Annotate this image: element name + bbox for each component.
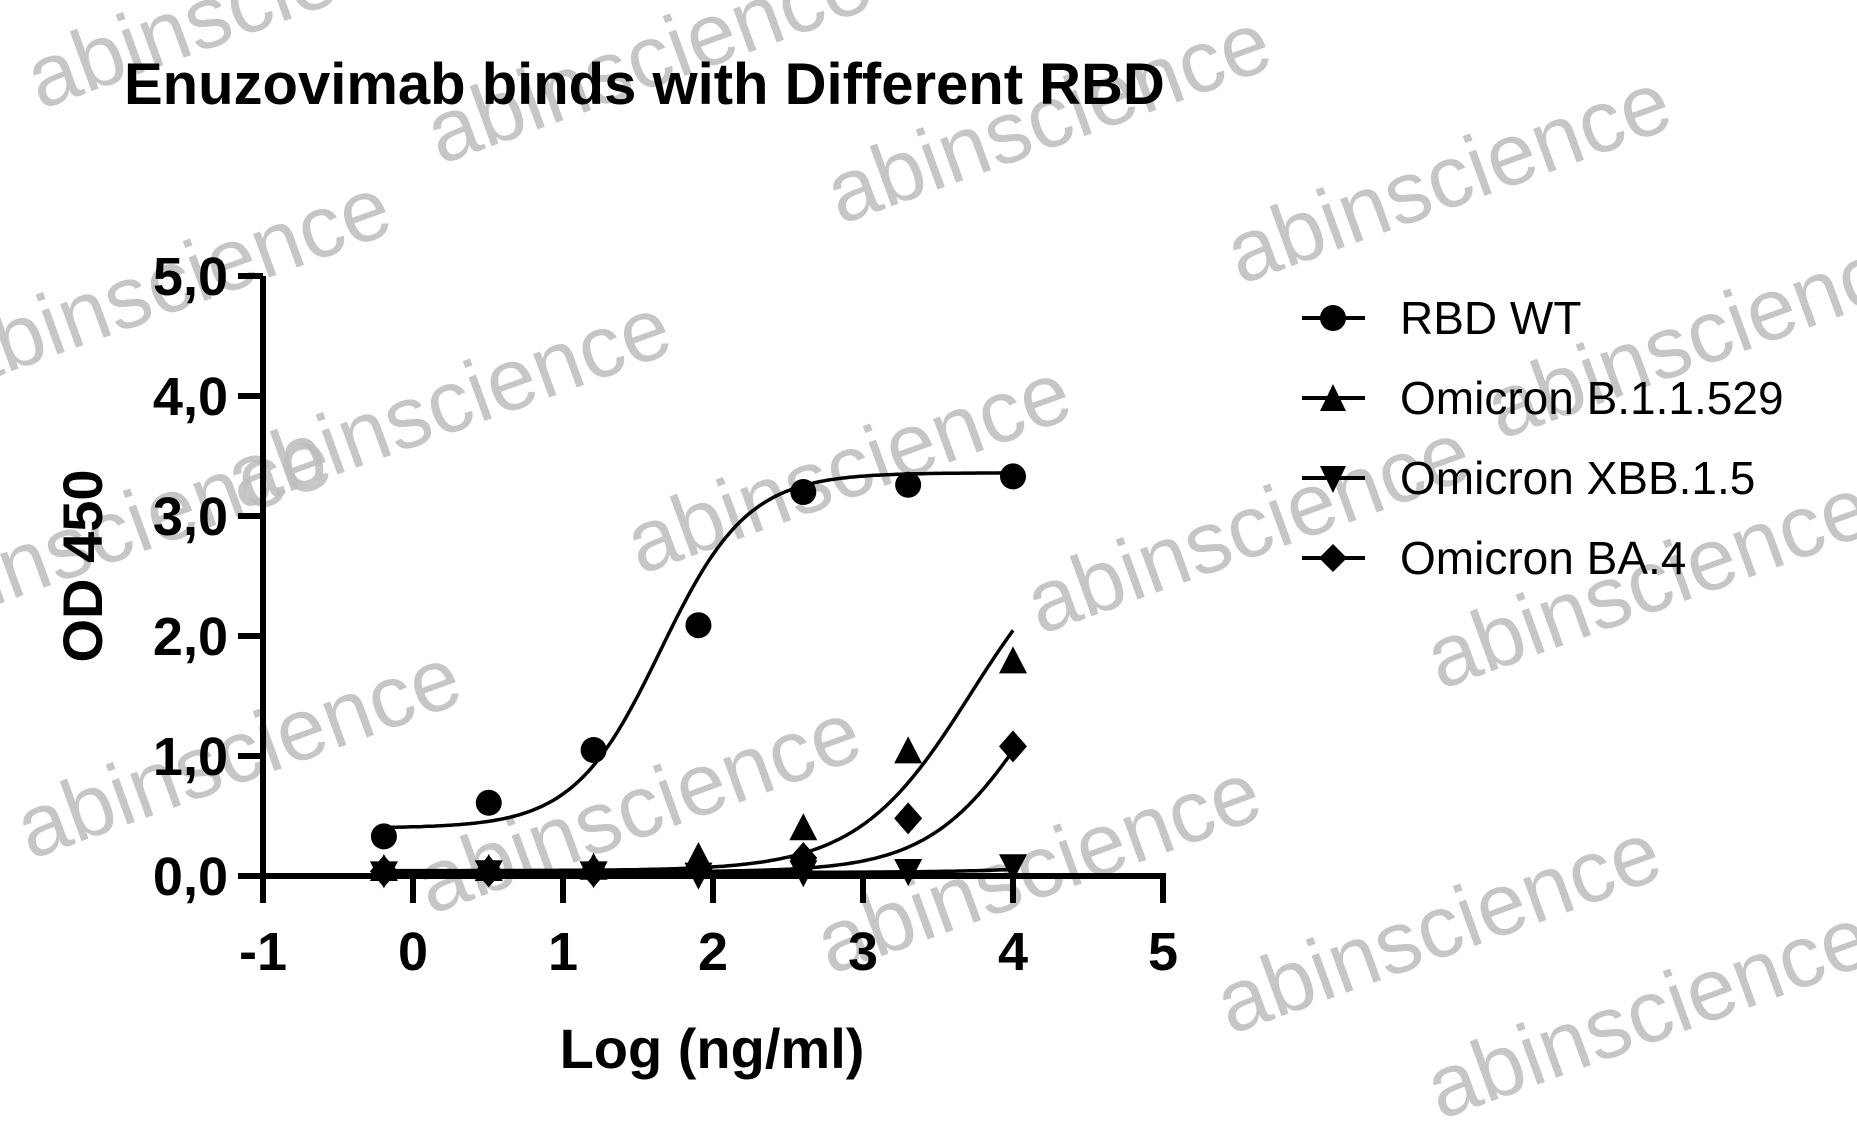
circle-marker-icon xyxy=(790,479,817,505)
diamond-marker-icon xyxy=(789,842,818,874)
x-tick-label: 5 xyxy=(1148,922,1178,982)
watermark-text: abinscience xyxy=(403,681,874,933)
legend-label: Omicron BA.4 xyxy=(1400,532,1686,584)
diamond-marker-icon xyxy=(1319,544,1347,572)
y-ticks: 0,0 1,0 2,0 3,0 4,0 5,0 xyxy=(153,247,263,907)
x-axis-title: Log (ng/ml) xyxy=(560,1017,865,1080)
chart-title: Enuzovimab binds with Different RBD xyxy=(124,52,1165,117)
triangle-up-marker-icon xyxy=(894,736,923,764)
circle-marker-icon xyxy=(475,789,502,816)
legend-item-omicron-ba4: Omicron BA.4 xyxy=(1302,532,1686,584)
y-tick-label: 0,0 xyxy=(153,847,228,907)
diamond-marker-icon xyxy=(684,852,713,885)
circle-marker-icon xyxy=(1000,463,1026,490)
circle-marker-icon xyxy=(685,612,712,639)
diamond-marker-icon xyxy=(369,855,398,888)
triangle-up-marker-icon xyxy=(1320,384,1346,411)
legend-label: Omicron B.1.1.529 xyxy=(1400,372,1784,424)
y-tick-label: 1,0 xyxy=(153,727,228,787)
diamond-marker-icon xyxy=(579,855,608,888)
watermark-text: abinscience xyxy=(1213,51,1684,303)
watermark-text: abinscience xyxy=(813,0,1284,243)
x-tick-label: 2 xyxy=(698,922,728,982)
x-tick-label: 4 xyxy=(998,922,1028,982)
axes: 0,0 1,0 2,0 3,0 4,0 5,0 -1 0 1 2 3 4 5 xyxy=(153,247,1178,982)
y-tick-label: 2,0 xyxy=(153,607,228,667)
legend-item-rbd-wt: RBD WT xyxy=(1302,292,1581,344)
x-ticks: -1 0 1 2 3 4 5 xyxy=(239,876,1178,982)
circle-marker-icon xyxy=(370,823,397,850)
legend-item-omicron-xbb15: Omicron XBB.1.5 xyxy=(1302,452,1755,504)
triangle-down-marker-icon xyxy=(1320,466,1346,493)
circle-marker-icon xyxy=(895,471,922,498)
legend-label: RBD WT xyxy=(1400,292,1581,344)
data-points xyxy=(369,463,1027,890)
x-tick-label: 3 xyxy=(848,922,878,982)
diamond-marker-icon xyxy=(474,855,503,888)
circle-marker-icon xyxy=(580,737,607,763)
x-tick-label: -1 xyxy=(239,922,287,982)
legend-label: Omicron XBB.1.5 xyxy=(1400,452,1755,504)
diamond-marker-icon xyxy=(894,802,923,835)
x-tick-label: 1 xyxy=(548,922,578,982)
triangle-down-marker-icon xyxy=(894,859,923,886)
triangle-down-marker-icon xyxy=(999,854,1027,882)
triangle-up-marker-icon xyxy=(789,813,818,841)
y-tick-label: 4,0 xyxy=(153,367,228,427)
legend: RBD WT Omicron B.1.1.529 Omicron XBB.1.5… xyxy=(1302,292,1784,584)
y-axis-title: OD 450 xyxy=(51,470,114,663)
triangle-up-marker-icon xyxy=(999,646,1027,674)
circle-marker-icon xyxy=(1320,305,1346,331)
diamond-marker-icon xyxy=(999,730,1027,763)
y-tick-label: 5,0 xyxy=(153,247,228,307)
x-tick-label: 0 xyxy=(398,922,428,982)
legend-item-omicron-b11529: Omicron B.1.1.529 xyxy=(1302,372,1784,424)
y-tick-label: 3,0 xyxy=(153,487,228,547)
